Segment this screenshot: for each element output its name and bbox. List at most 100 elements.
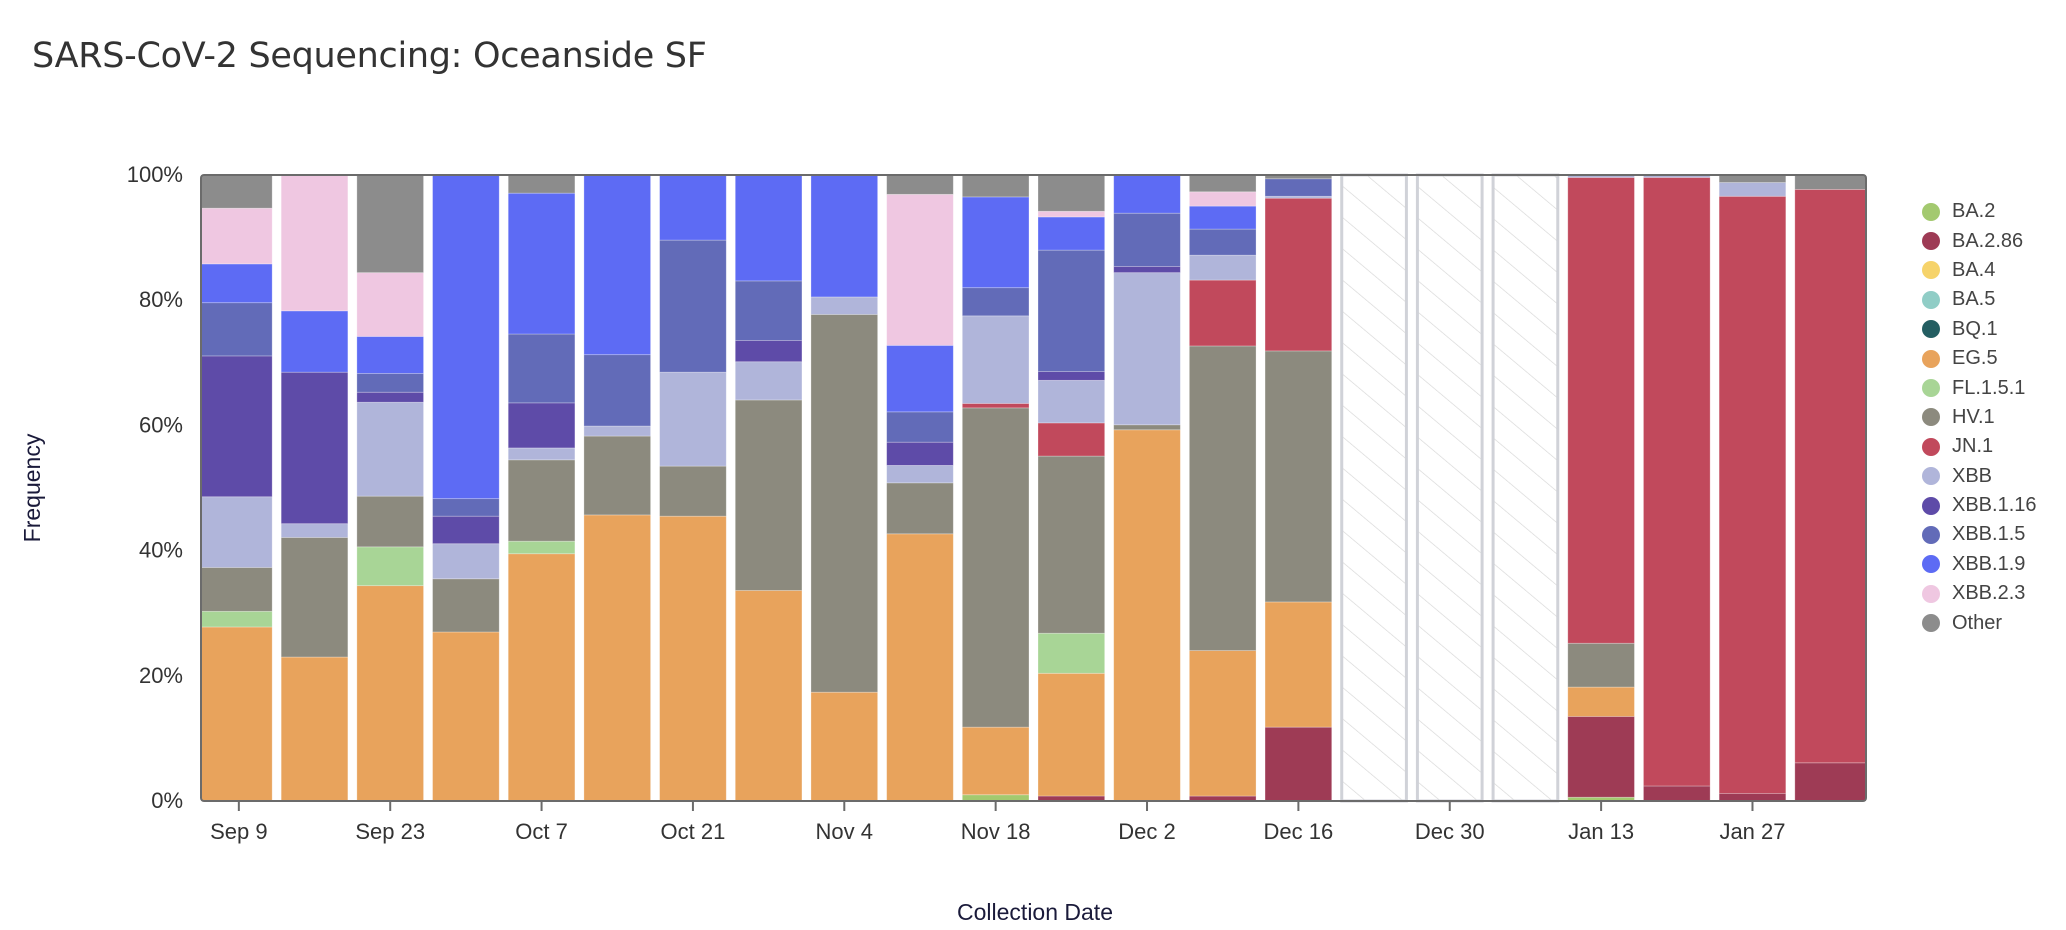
bar-segment-eg-5[interactable] [1567,686,1635,717]
bar-segment-eg-5[interactable] [1037,672,1106,797]
bar-sep-9[interactable] [200,174,273,802]
bar-oct-28[interactable] [734,174,803,802]
bar-segment-xbb-1-5[interactable] [659,239,727,373]
bar-segment-hv-1[interactable] [356,495,424,548]
legend-item-other[interactable]: Other [1922,608,2037,637]
bar-oct-21[interactable] [659,174,727,802]
bar-segment-ba-2-86[interactable] [1264,726,1333,802]
bar-segment-xbb-1-5[interactable] [1188,228,1257,256]
bar-segment-xbb-1-9[interactable] [200,263,273,304]
bar-segment-xbb-1-5[interactable] [432,498,500,517]
bar-segment-xbb[interactable] [583,425,651,437]
bar-segment-xbb-1-16[interactable] [734,340,803,363]
bar-segment-xbb-1-16[interactable] [886,441,954,466]
bar-segment-xbb-1-16[interactable] [432,515,500,545]
bar-segment-xbb-1-9[interactable] [356,336,424,374]
bar-nov-11[interactable] [886,174,954,802]
legend-item-xbb-1-16[interactable]: XBB.1.16 [1922,491,2037,520]
bar-segment-other[interactable] [1037,174,1106,212]
bar-segment-jn-1[interactable] [1037,422,1106,457]
bar-segment-jn-1[interactable] [961,403,1030,409]
bar-segment-eg-5[interactable] [659,515,727,802]
bar-segment-hv-1[interactable] [961,407,1030,728]
bar-segment-xbb-1-9[interactable] [1113,174,1181,214]
legend-item-fl-1-5-1[interactable]: FL.1.5.1 [1922,373,2037,402]
bar-nov-25[interactable] [1037,174,1106,802]
bar-segment-eg-5[interactable] [886,533,954,802]
bar-segment-xbb[interactable] [886,465,954,484]
bar-segment-xbb-1-5[interactable] [1264,178,1333,197]
bar-jan-6[interactable] [1491,173,1560,803]
legend-item-xbb[interactable]: XBB [1922,462,2037,491]
bar-segment-fl-1-5-1[interactable] [200,610,273,628]
legend-item-jn-1[interactable]: JN.1 [1922,432,2037,461]
bar-segment-hv-1[interactable] [734,399,803,591]
bar-segment-eg-5[interactable] [280,656,349,802]
bar-segment-xbb-1-5[interactable] [583,354,651,427]
bar-segment-xbb-1-16[interactable] [507,402,576,449]
bar-segment-eg-5[interactable] [1188,650,1257,797]
bar-segment-xbb-1-5[interactable] [734,280,803,341]
bar-segment-eg-5[interactable] [432,631,500,802]
bar-segment-xbb[interactable] [961,315,1030,404]
bar-segment-fl-1-5-1[interactable] [1037,632,1106,674]
bar-segment-other[interactable] [356,174,424,274]
bar-segment-eg-5[interactable] [1264,601,1333,728]
bar-segment-eg-5[interactable] [961,726,1030,796]
bar-segment-ba-2-86[interactable] [1794,762,1867,802]
bar-jan-20[interactable] [1643,174,1711,802]
legend-item-xbb-2-3[interactable]: XBB.2.3 [1922,579,2037,608]
bar-segment-eg-5[interactable] [583,514,651,802]
bar-segment-ba-2-86[interactable] [1718,793,1787,802]
bar-segment-hv-1[interactable] [810,314,879,693]
bar-segment-xbb-1-5[interactable] [507,333,576,404]
bar-segment-xbb-2-3[interactable] [886,193,954,346]
bar-segment-ba-2-86[interactable] [1643,785,1711,802]
bar-sep-23[interactable] [356,174,424,802]
bar-segment-other[interactable] [1794,174,1867,190]
bar-jan-13[interactable] [1567,174,1635,802]
bar-segment-eg-5[interactable] [356,585,424,802]
bar-segment-jn-1[interactable] [1188,279,1257,347]
bar-segment-xbb-1-9[interactable] [659,174,727,241]
bar-segment-xbb[interactable] [1037,379,1106,424]
bar-segment-xbb-1-16[interactable] [1113,265,1181,274]
bar-segment-xbb-1-5[interactable] [1113,212,1181,267]
bar-segment-fl-1-5-1[interactable] [356,546,424,587]
bar-segment-xbb[interactable] [200,496,273,568]
bar-dec-23[interactable] [1340,173,1408,803]
bar-segment-xbb[interactable] [1113,272,1181,426]
bar-dec-2[interactable] [1113,174,1181,802]
bar-segment-xbb[interactable] [507,447,576,461]
bar-segment-xbb[interactable] [432,543,500,580]
bar-segment-xbb-1-9[interactable] [280,310,349,373]
bar-segment-jn-1[interactable] [1264,197,1333,352]
bar-oct-14[interactable] [583,174,651,802]
bar-segment-xbb[interactable] [356,401,424,497]
legend-item-ba-5[interactable]: BA.5 [1922,285,2037,314]
bar-segment-xbb-1-16[interactable] [1037,371,1106,381]
bar-segment-xbb-2-3[interactable] [1037,210,1106,218]
bar-segment-xbb-1-5[interactable] [961,287,1030,317]
bar-segment-hv-1[interactable] [1567,642,1635,688]
bar-segment-xbb[interactable] [280,523,349,538]
bar-segment-xbb-1-9[interactable] [583,174,651,356]
bar-segment-xbb-1-16[interactable] [200,355,273,498]
bar-segment-other[interactable] [886,174,954,195]
bar-dec-16[interactable] [1264,174,1333,802]
bar-segment-xbb[interactable] [1188,254,1257,281]
bar-segment-jn-1[interactable] [1567,177,1635,644]
bar-segment-hv-1[interactable] [432,578,500,633]
bar-segment-xbb-1-5[interactable] [1037,249,1106,372]
bar-segment-xbb[interactable] [810,296,879,315]
bar-segment-hv-1[interactable] [1264,350,1333,603]
bar-segment-hv-1[interactable] [280,537,349,658]
bar-segment-other[interactable] [1718,174,1787,183]
bar-segment-other[interactable] [507,174,576,194]
bar-segment-xbb-1-5[interactable] [200,302,273,357]
bar-segment-xbb-1-9[interactable] [1037,216,1106,251]
bar-segment-jn-1[interactable] [1643,177,1711,787]
bar-segment-xbb-1-9[interactable] [961,196,1030,289]
bar-sep-30[interactable] [432,174,500,802]
bar-segment-hv-1[interactable] [659,465,727,517]
